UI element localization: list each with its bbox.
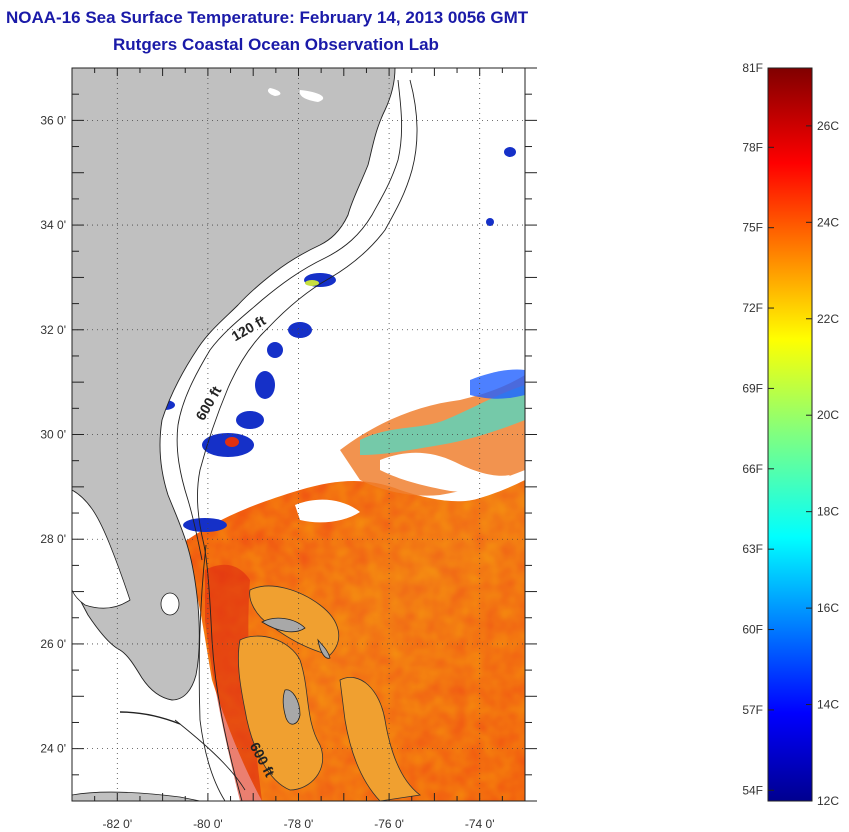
y-tick-label: 28 0' bbox=[40, 532, 66, 546]
y-tick-label: 34 0' bbox=[40, 218, 66, 232]
contour-600ft-south bbox=[198, 544, 226, 801]
sst-cold-patch bbox=[470, 369, 525, 399]
colorbar-c-label: 26C bbox=[817, 119, 839, 133]
colorbar-labels: 81F 78F 75F 72F 69F 66F 63F 60F 57F 54F 26C 24C 22C 2… bbox=[742, 61, 839, 808]
colorbar-c-label: 20C bbox=[817, 408, 839, 422]
sound-1 bbox=[299, 90, 324, 102]
colorbar-f-label: 81F bbox=[742, 61, 763, 75]
colorbar-f-label: 66F bbox=[742, 462, 763, 476]
colorbar-f-label: 54F bbox=[742, 783, 763, 797]
warm-eddy bbox=[225, 437, 239, 447]
colorbar-c-label: 18C bbox=[817, 505, 839, 519]
colorbar-f-label: 78F bbox=[742, 140, 763, 154]
y-tick-label: 24 0' bbox=[40, 742, 66, 756]
y-tick-label: 32 0' bbox=[40, 323, 66, 337]
andros-island bbox=[282, 689, 301, 725]
contour-keys bbox=[174, 719, 246, 791]
contour-120ft bbox=[176, 79, 403, 561]
bahama-bank-east bbox=[339, 677, 422, 801]
lat-lon-grid bbox=[72, 68, 525, 801]
axis-ticks bbox=[71, 67, 537, 802]
sound-2 bbox=[267, 88, 281, 96]
colorbar bbox=[767, 67, 813, 802]
contour-600ft bbox=[197, 79, 418, 801]
sst-cool-streamer bbox=[360, 385, 525, 455]
cloud-patch-2 bbox=[295, 499, 360, 523]
y-tick-label: 30 0' bbox=[40, 428, 66, 442]
little-bahama-bank bbox=[249, 585, 339, 656]
abaco-island bbox=[317, 638, 331, 659]
colorbar-f-label: 72F bbox=[742, 301, 763, 315]
colorbar-c-label: 24C bbox=[817, 215, 839, 229]
us-mainland bbox=[72, 68, 396, 701]
colorbar-f-label: 60F bbox=[742, 623, 763, 637]
colorbar-f-label: 75F bbox=[742, 221, 763, 235]
cloud-patch-1 bbox=[380, 452, 510, 492]
colorbar-c-label: 12C bbox=[817, 794, 839, 808]
gulf-coast-water bbox=[72, 489, 131, 609]
x-tick-label: -82 0' bbox=[102, 817, 132, 831]
colorbar-c-label: 22C bbox=[817, 312, 839, 326]
y-tick-label: 36 0' bbox=[40, 113, 66, 127]
cuba bbox=[72, 791, 201, 801]
florida-keys bbox=[119, 711, 181, 725]
y-tick-label: 26 0' bbox=[40, 637, 66, 651]
map-title: NOAA-16 Sea Surface Temperature: Februar… bbox=[6, 8, 529, 27]
colorbar-f-label: 57F bbox=[742, 703, 763, 717]
great-bahama-bank bbox=[238, 635, 323, 791]
gulf-stream-core bbox=[205, 564, 262, 801]
colorbar-f-label: 69F bbox=[742, 381, 763, 395]
grand-bahama-island bbox=[261, 617, 306, 633]
x-tick-label: -80 0' bbox=[193, 817, 223, 831]
colorbar-c-label: 14C bbox=[817, 698, 839, 712]
axis-tick-labels: -82 0' -80 0' -78 0' -76 0' -74 0' 24 0' 26 0'… bbox=[40, 113, 494, 831]
map-subtitle: Rutgers Coastal Ocean Observation Lab bbox=[113, 35, 439, 54]
lake-okeechobee bbox=[160, 592, 180, 616]
colorbar-f-label: 63F bbox=[742, 542, 763, 556]
x-tick-label: -76 0' bbox=[374, 817, 404, 831]
colorbar-c-label: 16C bbox=[817, 601, 839, 615]
green-patch bbox=[305, 280, 319, 286]
x-tick-label: -74 0' bbox=[465, 817, 495, 831]
x-tick-label: -78 0' bbox=[284, 817, 314, 831]
